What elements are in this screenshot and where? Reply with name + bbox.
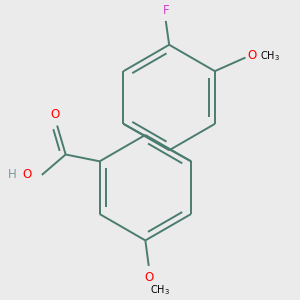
Text: F: F [163,4,169,17]
Text: H: H [8,168,16,181]
Text: CH$_3$: CH$_3$ [151,284,170,297]
Text: CH$_3$: CH$_3$ [260,49,280,63]
Text: O: O [22,168,32,181]
Text: O: O [51,108,60,121]
Text: O: O [247,49,256,62]
Text: O: O [144,271,153,284]
